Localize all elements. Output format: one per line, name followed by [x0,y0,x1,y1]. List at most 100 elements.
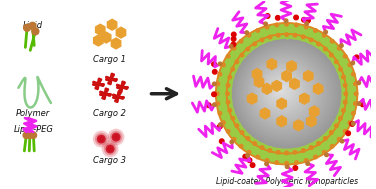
Circle shape [265,159,269,162]
Circle shape [284,19,288,22]
Circle shape [213,103,216,106]
Polygon shape [254,77,264,87]
Circle shape [348,63,352,67]
Circle shape [246,47,250,51]
Circle shape [285,22,288,26]
Circle shape [305,25,308,29]
Circle shape [239,40,243,43]
Polygon shape [300,93,309,104]
Circle shape [247,54,323,130]
Circle shape [27,132,33,138]
Circle shape [246,154,249,157]
Polygon shape [272,81,282,91]
Circle shape [230,140,233,144]
Circle shape [264,22,267,26]
Circle shape [351,61,355,65]
Circle shape [293,150,297,154]
Circle shape [295,23,298,27]
Circle shape [335,60,338,64]
Circle shape [346,131,350,136]
Circle shape [240,53,244,57]
Circle shape [212,62,216,66]
Circle shape [93,131,109,147]
Text: Lipid-coated Polymeric Nanoparticles: Lipid-coated Polymeric Nanoparticles [215,177,358,186]
Circle shape [272,81,290,99]
Polygon shape [111,38,121,49]
Circle shape [218,72,222,76]
Circle shape [252,60,317,125]
Circle shape [255,63,312,121]
Circle shape [352,122,355,125]
Circle shape [253,142,256,145]
Circle shape [243,154,247,159]
Circle shape [274,83,288,97]
Circle shape [246,137,250,140]
Circle shape [108,129,124,145]
Circle shape [247,33,251,37]
Circle shape [232,32,236,37]
Circle shape [343,100,347,104]
Circle shape [226,129,230,133]
Text: Cargo 3: Cargo 3 [92,156,126,165]
Circle shape [218,124,222,129]
Circle shape [258,66,308,117]
Polygon shape [267,59,276,70]
Circle shape [231,67,235,71]
Circle shape [106,145,114,153]
Circle shape [248,56,321,129]
Circle shape [256,29,259,32]
Polygon shape [290,78,299,89]
Circle shape [357,81,361,85]
Circle shape [228,109,232,112]
Circle shape [226,84,230,87]
Circle shape [309,146,313,149]
Circle shape [245,31,249,34]
Circle shape [239,145,243,148]
Circle shape [276,150,280,154]
Circle shape [306,162,309,165]
Circle shape [325,153,328,157]
Circle shape [285,161,288,165]
Circle shape [317,142,320,145]
Circle shape [96,133,107,145]
Circle shape [232,137,236,141]
Circle shape [30,132,36,138]
Circle shape [237,44,335,142]
Circle shape [324,30,327,34]
Circle shape [226,54,230,58]
Circle shape [275,84,286,95]
Polygon shape [277,98,287,109]
Circle shape [266,74,298,107]
Circle shape [317,42,320,46]
Circle shape [215,23,358,165]
Circle shape [337,137,341,141]
Circle shape [331,40,334,43]
Circle shape [271,79,292,101]
Circle shape [293,166,298,170]
Polygon shape [94,35,103,46]
Circle shape [350,122,355,126]
Circle shape [343,84,347,87]
Circle shape [234,41,339,146]
Circle shape [253,42,256,46]
Circle shape [293,33,297,37]
Circle shape [244,51,327,134]
Circle shape [262,71,302,111]
Circle shape [264,73,300,109]
Circle shape [240,131,244,134]
Circle shape [339,67,342,71]
Circle shape [212,70,217,74]
Polygon shape [96,24,105,35]
Text: Lipid: Lipid [23,21,43,30]
Circle shape [302,18,306,22]
Circle shape [216,82,220,86]
Polygon shape [252,69,262,79]
Text: Cargo 2: Cargo 2 [92,109,126,118]
Text: Cargo 1: Cargo 1 [92,55,126,64]
Polygon shape [262,83,271,94]
Circle shape [305,159,308,162]
Polygon shape [247,93,257,104]
Circle shape [256,155,259,159]
Circle shape [268,149,272,152]
Polygon shape [260,108,270,119]
